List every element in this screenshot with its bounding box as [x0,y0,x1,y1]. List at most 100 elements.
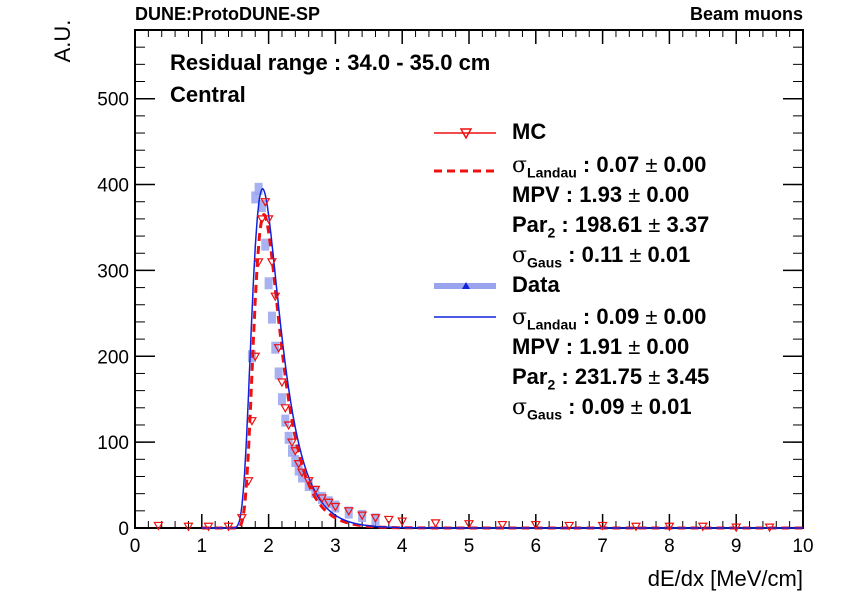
data-bar [257,200,266,213]
par-subscript: 2 [547,224,556,241]
sigma-symbol: σ [512,153,528,178]
mc-point [273,344,284,353]
mc-point [430,519,441,529]
mc-point [263,215,274,225]
mc-point [697,522,708,532]
mc-point [183,522,194,532]
mc-point [236,514,247,523]
pm-symbol: ± [645,152,658,177]
data-bar [284,431,293,444]
mc-sigma-gaus-value: 0.11 [581,242,624,267]
mc-point [597,521,608,531]
mc-point [223,522,234,532]
data-bar [261,238,270,251]
mc-point [323,498,334,508]
mc-point [203,522,214,532]
legend-data-sigma-gaus: σGaus : 0.09 ± 0.01 [512,394,692,423]
legend-mc-label: MC [512,119,547,144]
mpv-text: MPV [512,182,560,207]
y-tick-label: 300 [97,261,129,282]
mc-point [260,198,271,207]
sigma-symbol: σ [512,395,528,420]
legend-data-sigma-landau: σLandau : 0.09 ± 0.00 [512,304,707,333]
data-bar [287,444,296,457]
x-tick-label: 3 [330,536,341,557]
pm-symbol: ± [645,304,658,329]
data-sigma-landau-error: 0.00 [663,304,707,329]
data-sigma-gaus-value: 0.09 [581,394,625,419]
data-bar [267,311,276,324]
mc-par2-value: 198.61 [574,212,643,237]
mc-point [317,494,328,504]
pm-symbol: ± [630,394,643,419]
annotation-central: Central [170,82,246,107]
x-tick-label: 0 [130,536,141,557]
x-tick-label: 7 [597,536,608,557]
data-bar [358,509,367,522]
mc-point [266,258,277,268]
y-tick-label: 400 [97,176,129,197]
mc-point [270,292,281,302]
data-bar [271,341,280,354]
mc-sigma-landau-value: 0.07 [596,152,640,177]
x-tick-label: 2 [263,536,274,557]
data-mpv-value: 1.91 [579,334,623,359]
data-mpv-error: 0.00 [646,334,690,359]
mc-point [246,417,257,426]
par-text: Par [512,364,548,389]
data-par2-error: 3.45 [666,364,710,389]
legend-mc-par2: Par2 : 198.61 ± 3.37 [512,212,710,241]
data-bar [318,491,327,504]
x-tick-label: 5 [464,536,475,557]
header-right: Beam muons [689,4,803,24]
legend-data-marker [462,282,470,289]
mc-point [383,515,394,525]
mc-point [253,258,264,268]
mpv-text: MPV [512,334,560,359]
mc-point [370,514,381,523]
legend-mc-mpv: MPV : 1.93 ± 0.00 [512,182,690,207]
gaus-subscript: Gaus [527,406,563,423]
landau-subscript: Landau [527,316,577,333]
y-tick-label: 500 [97,90,129,111]
pm-symbol: ± [628,334,641,359]
pm-symbol: ± [648,212,661,237]
mc-sigma-landau-error: 0.00 [663,152,707,177]
data-bar [254,182,263,195]
data-bar [344,506,353,519]
mc-point [343,507,354,517]
par-text: Par [512,212,548,237]
x-tick-label: 6 [531,536,542,557]
mc-point [664,522,675,532]
legend-mc-marker [459,128,473,140]
mc-point [256,215,267,225]
data-bar [274,367,283,380]
y-tick-label: 100 [97,433,129,454]
x-tick-label: 9 [731,536,742,557]
mc-point [497,520,508,530]
x-axis-label: dE/dx [MeV/cm] [647,566,803,591]
mc-point [357,511,368,521]
mc-point [250,352,261,362]
mc-point [731,523,742,533]
mc-point [310,485,321,495]
par-subscript: 2 [547,376,556,393]
annotation-residual-range: Residual range : 34.0 - 35.0 cm [170,50,491,75]
x-tick-label: 10 [792,536,813,557]
legend-data-label: Data [512,272,560,297]
pm-symbol: ± [629,242,642,267]
y-axis-label: A.U. [50,19,75,63]
legend-mc-sigma-gaus: σGaus : 0.11 ± 0.01 [512,242,691,271]
data-fit-curve [201,187,803,529]
y-tick-label: 0 [118,519,129,540]
mc-point [564,521,575,531]
data-bar [324,496,333,509]
mc-sigma-gaus-error: 0.01 [647,242,691,267]
header-left: DUNE:ProtoDUNE-SP [135,4,321,24]
mc-par2-error: 3.37 [666,212,710,237]
mc-point [293,460,304,469]
data-bar [251,191,260,204]
legend-mc-sigma-landau: σLandau : 0.07 ± 0.00 [512,152,707,181]
mc-point [280,404,291,414]
data-bar [277,393,286,406]
